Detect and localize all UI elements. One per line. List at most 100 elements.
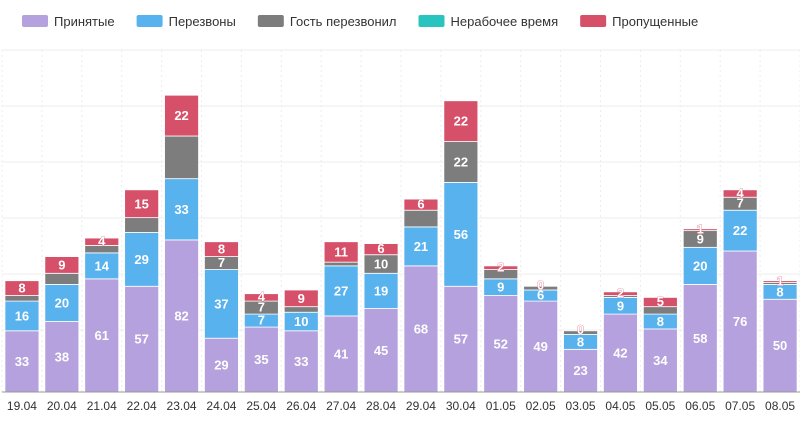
x-tick-label: 20.04	[47, 399, 77, 413]
data-label: 9	[697, 232, 704, 247]
bar-segment-принятые[interactable]	[603, 313, 638, 393]
legend-label: Перезвоны	[169, 14, 236, 29]
bar-segment-принятые[interactable]	[44, 321, 80, 393]
bar-segment-пропущенные[interactable]	[403, 198, 439, 211]
legend-item[interactable]: Пропущенные	[580, 14, 698, 29]
bar-segment-принятые[interactable]	[283, 330, 319, 393]
data-label: 1	[697, 222, 704, 237]
x-tick-label: 04.05	[605, 399, 635, 413]
data-label: 6	[417, 196, 424, 211]
bar-segment-принятые[interactable]	[563, 348, 598, 393]
bar-segment-пропущенные[interactable]	[124, 189, 160, 219]
bar-segment-принятые[interactable]	[762, 298, 798, 393]
x-tick-label: 05.05	[645, 399, 675, 413]
bar-segment-принятые[interactable]	[443, 285, 479, 393]
bar-segment-перезвоны[interactable]	[363, 272, 399, 309]
bar-segment-принятые[interactable]	[124, 285, 160, 393]
x-tick-label: 02.05	[526, 399, 556, 413]
bar-segment-принятые[interactable]	[204, 337, 239, 393]
bar-segment-перезвоны[interactable]	[323, 265, 359, 317]
bar-segment-пропущенные[interactable]	[443, 100, 479, 142]
legend-swatch	[257, 15, 284, 27]
x-tick-label: 23.04	[167, 399, 197, 413]
legend-item[interactable]: Гость перезвонил	[257, 14, 397, 29]
data-label: 38	[55, 349, 69, 364]
data-label: 0	[577, 322, 584, 337]
data-label: 49	[533, 339, 547, 354]
x-tick-label: 28.04	[366, 399, 396, 413]
data-label: 29	[134, 252, 148, 267]
bar-segment-пропущенные[interactable]	[44, 256, 80, 274]
bar-segment-пропущенные[interactable]	[204, 241, 239, 257]
bar-segment-пропущенные[interactable]	[283, 289, 319, 308]
data-label: 7	[258, 299, 265, 314]
bar-segment-гость-перезвонил[interactable]	[44, 272, 80, 285]
bar-segment-принятые[interactable]	[403, 265, 439, 393]
data-label: 68	[414, 321, 428, 336]
bar-segment-принятые[interactable]	[722, 250, 758, 393]
data-label: 82	[174, 308, 188, 323]
bar-segment-принятые[interactable]	[243, 326, 279, 393]
x-tick-label: 01.05	[486, 399, 516, 413]
bar-segment-гость-перезвонил[interactable]	[323, 261, 359, 267]
bar-segment-пропущенные[interactable]	[164, 94, 199, 137]
legend-item[interactable]: Нерабочее время	[418, 14, 559, 29]
bar-segment-перезвоны[interactable]	[682, 246, 718, 285]
legend-item[interactable]: Принятые	[22, 14, 115, 29]
x-tick-label: 22.04	[127, 399, 157, 413]
data-label: 14	[95, 258, 110, 273]
x-tick-label: 21.04	[87, 399, 117, 413]
x-tick-label: 26.04	[286, 399, 316, 413]
x-tick-label: 07.05	[725, 399, 755, 413]
gridlines	[1, 49, 800, 392]
bar-segment-принятые[interactable]	[164, 239, 199, 393]
data-label: 15	[134, 196, 148, 211]
data-label: 9	[497, 280, 504, 295]
bar-segment-пропущенные[interactable]	[84, 237, 120, 246]
data-label: 7	[258, 312, 265, 327]
legend-item[interactable]: Перезвоны	[136, 14, 236, 29]
bar-segment-перезвоны[interactable]	[164, 178, 199, 241]
bar-segment-перезвоны[interactable]	[204, 269, 239, 339]
bar-segment-пропущенные[interactable]	[762, 280, 798, 283]
data-label: 5	[657, 294, 664, 309]
legend: Принятые Перезвоны Гость перезвонил Нерабоч…	[22, 14, 698, 29]
data-label: 34	[653, 353, 668, 368]
data-label: 57	[454, 332, 468, 347]
bar-segment-пропущенные[interactable]	[363, 243, 399, 256]
bar-segment-пропущенные[interactable]	[243, 293, 279, 302]
bar-segment-гость-перезвонил[interactable]	[283, 306, 319, 313]
bar-segment-перезвоны[interactable]	[124, 232, 160, 287]
bar-segment-гость-перезвонил[interactable]	[563, 330, 598, 335]
bar-segment-гость-перезвонил[interactable]	[4, 295, 40, 302]
bar-segment-принятые[interactable]	[642, 328, 678, 393]
data-label: 11	[334, 244, 348, 259]
bar-segment-гость-перезвонил[interactable]	[403, 209, 439, 228]
bar-segment-принятые[interactable]	[84, 278, 120, 393]
legend-label: Принятые	[54, 14, 115, 29]
bars-group: 3316838209611445729158233222937783577433…	[4, 94, 798, 393]
data-label: 1	[776, 273, 783, 288]
bar-segment-гость-перезвонил[interactable]	[164, 135, 199, 180]
bar-segment-гость-перезвонил[interactable]	[124, 217, 160, 233]
bar-segment-принятые[interactable]	[483, 295, 519, 393]
data-label: 16	[15, 308, 29, 323]
bar-segment-пропущенные[interactable]	[642, 296, 678, 308]
data-label: 22	[733, 223, 747, 238]
bar-segment-пропущенные[interactable]	[603, 291, 638, 296]
bar-segment-гость-перезвонил[interactable]	[523, 285, 559, 291]
data-label: 33	[294, 354, 308, 369]
data-label: 22	[174, 108, 188, 123]
data-label: 4	[737, 185, 745, 200]
bar-segment-пропущенные[interactable]	[483, 265, 519, 270]
x-tick-label: 27.04	[326, 399, 356, 413]
bar-segment-пропущенные[interactable]	[323, 241, 359, 263]
bar-segment-пропущенные[interactable]	[682, 228, 718, 232]
legend-swatch	[136, 15, 163, 27]
x-tick-label: 06.05	[685, 399, 715, 413]
bar-segment-принятые[interactable]	[523, 300, 559, 393]
bar-segment-перезвоны[interactable]	[4, 300, 40, 332]
bar-segment-пропущенные[interactable]	[722, 189, 758, 198]
bar-segment-пропущенные[interactable]	[4, 280, 40, 296]
